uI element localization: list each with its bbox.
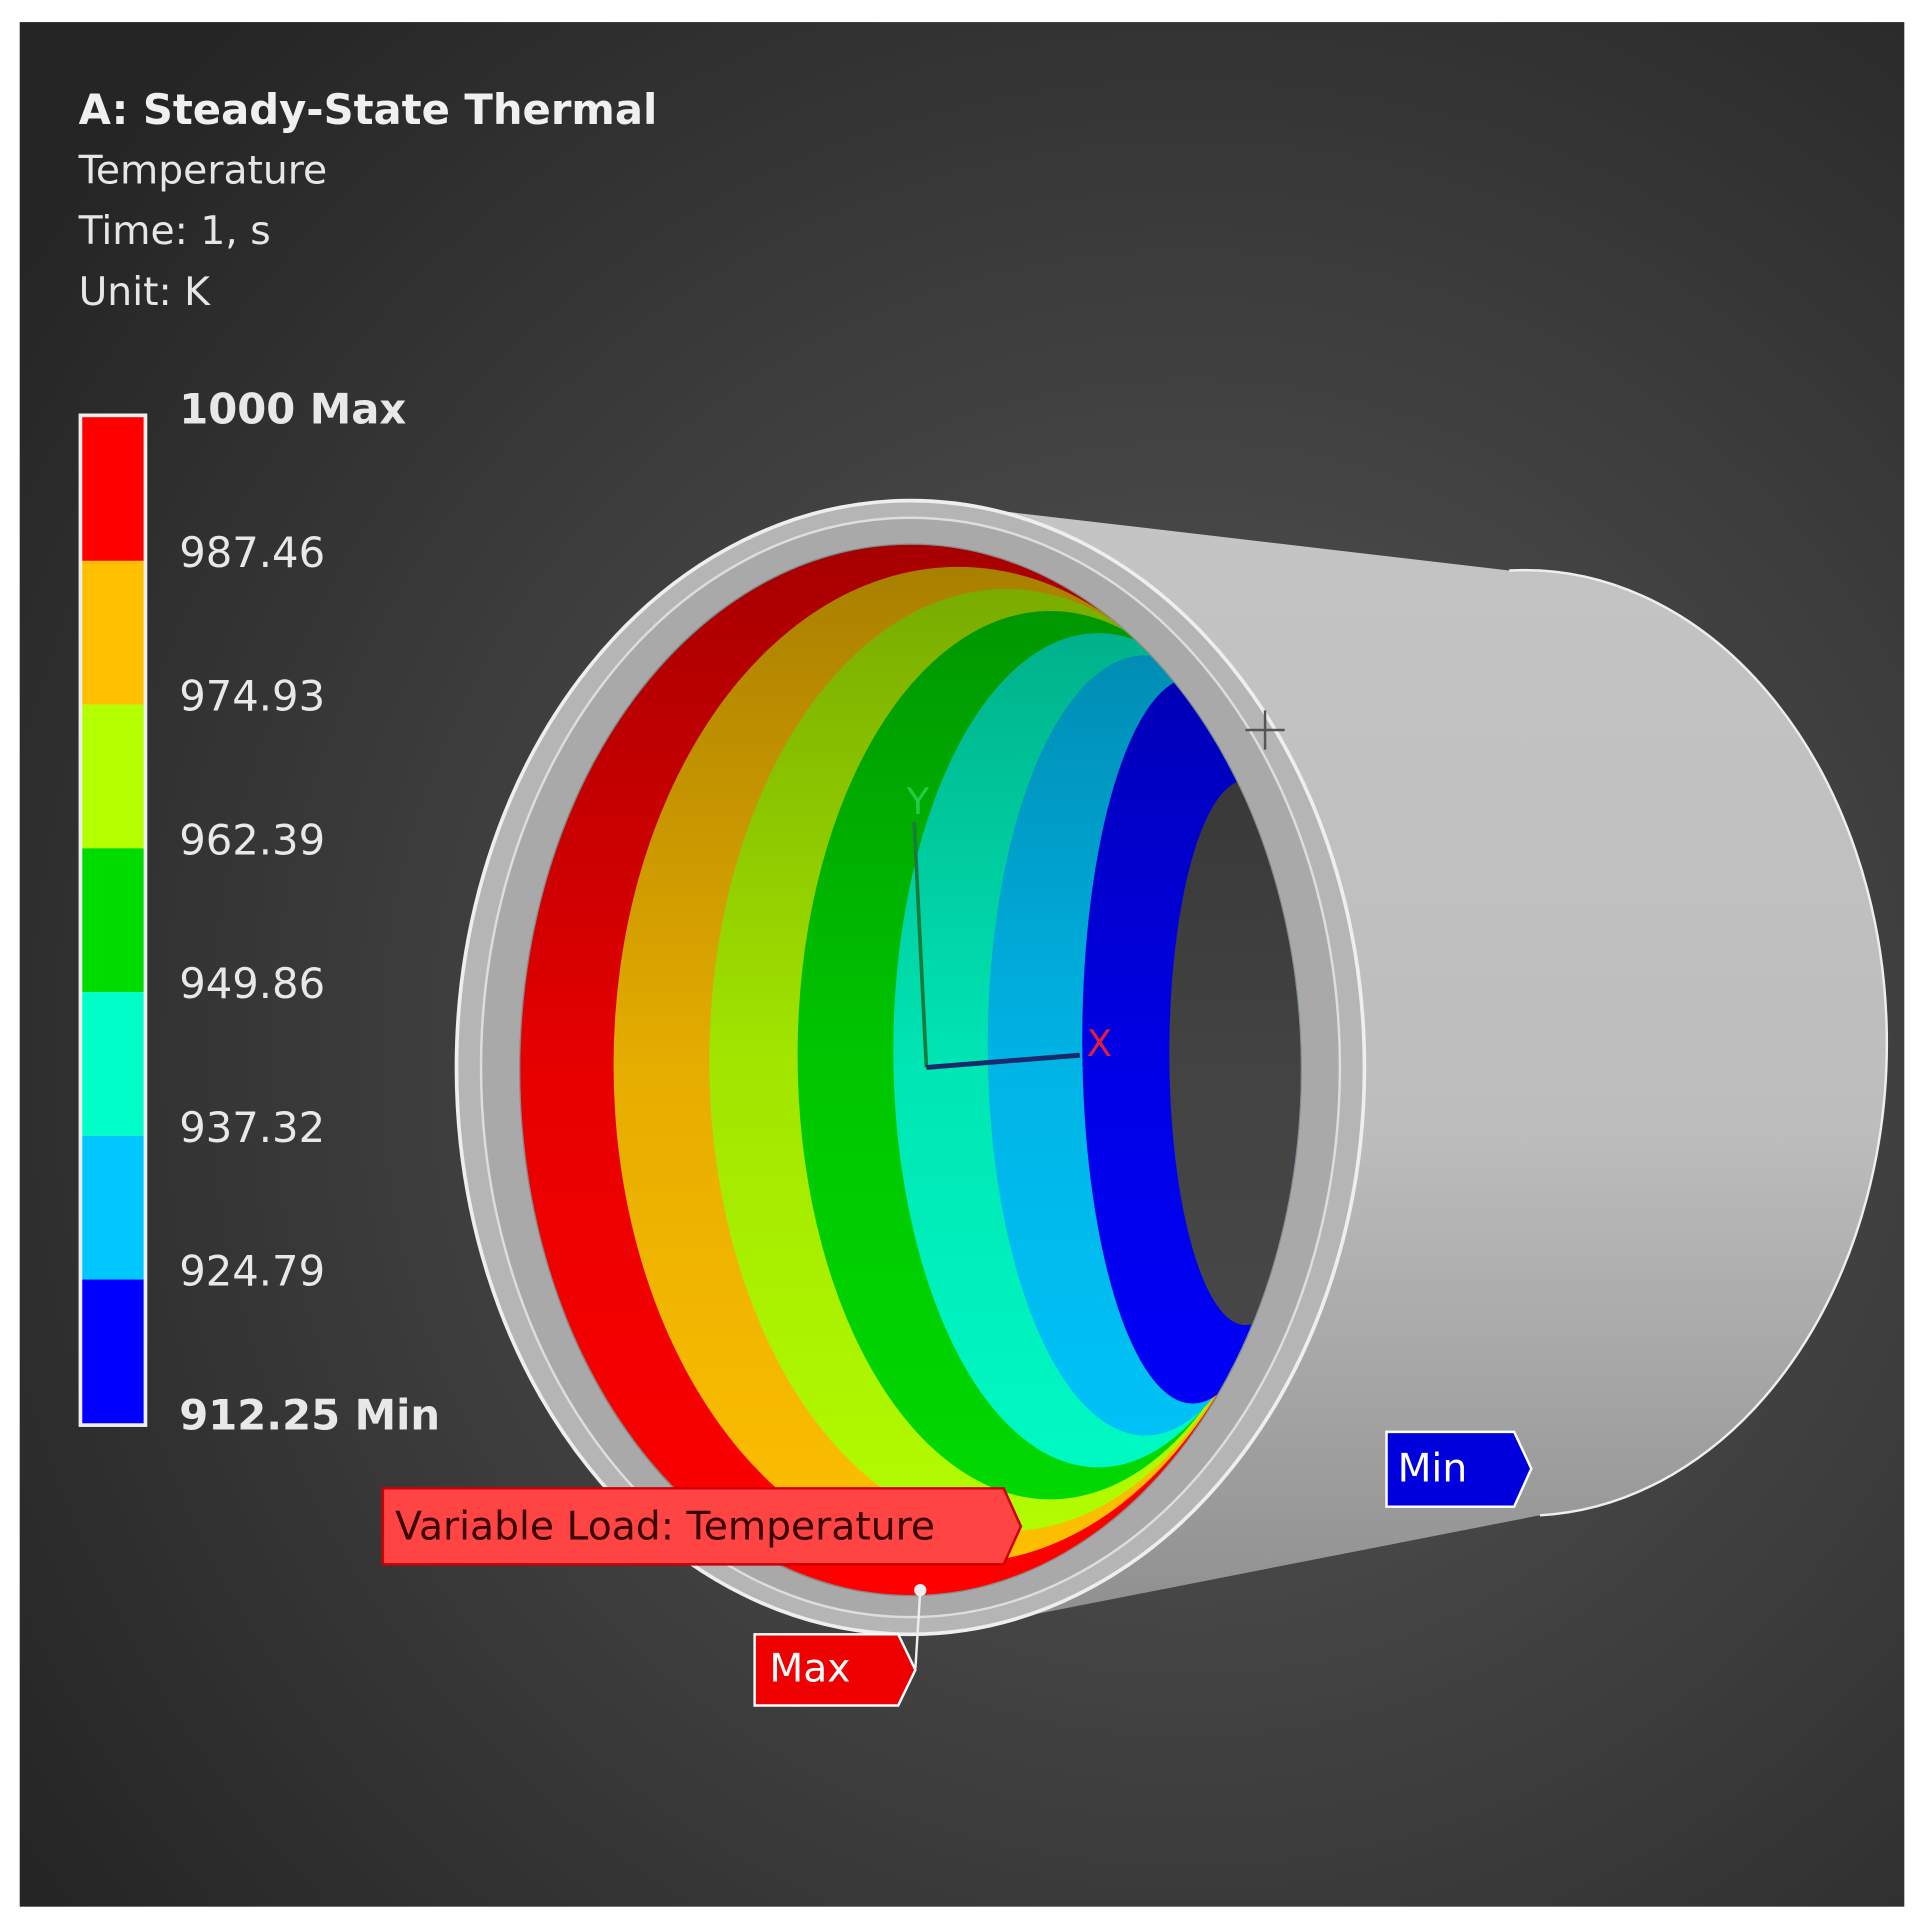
axis-triad: Y X <box>906 780 1112 1070</box>
min-tag <box>1385 1430 1533 1508</box>
legend-band <box>82 704 144 849</box>
legend-band <box>82 560 144 705</box>
header-title: A: Steady-State Thermal <box>79 85 658 134</box>
y-axis <box>912 821 929 1068</box>
load-tag <box>381 1487 1023 1566</box>
load-tag-label: Variable Load: Temperature <box>395 1504 935 1549</box>
legend-band <box>82 992 144 1136</box>
header-line: Unit: K <box>79 270 212 315</box>
cursor <box>1245 710 1285 750</box>
legend-label: 962.39 <box>179 815 325 864</box>
legend-label: 937.32 <box>179 1103 325 1152</box>
legend-label: 949.86 <box>179 959 325 1008</box>
x-axis <box>926 1052 1080 1070</box>
legend-band <box>82 1279 144 1424</box>
header-line: Temperature <box>78 149 328 194</box>
legend-band <box>82 848 144 993</box>
min-tag-label: Min <box>1398 1447 1468 1492</box>
legend-label: 924.79 <box>179 1247 325 1296</box>
max-point <box>914 1583 927 1597</box>
legend: 1000 Max 987.46 974.93 962.39 949.86 937.32 92… <box>78 384 440 1439</box>
legend-label: 912.25 Min <box>179 1390 440 1439</box>
max-leader <box>914 1590 922 1669</box>
legend-band <box>82 1135 144 1280</box>
x-axis-label: X <box>1087 1022 1112 1065</box>
contour-shade <box>520 544 1301 1596</box>
max-tag-label: Max <box>769 1647 850 1692</box>
header-line: Time: 1, s <box>78 209 271 254</box>
cylinder-edge <box>1509 568 1889 1517</box>
legend-label: 987.46 <box>179 528 325 577</box>
max-tag <box>753 1633 917 1707</box>
legend-band <box>82 417 144 561</box>
legend-label: 974.93 <box>179 672 325 721</box>
legend-label: 1000 Max <box>179 384 406 433</box>
y-axis-label: Y <box>906 780 930 823</box>
